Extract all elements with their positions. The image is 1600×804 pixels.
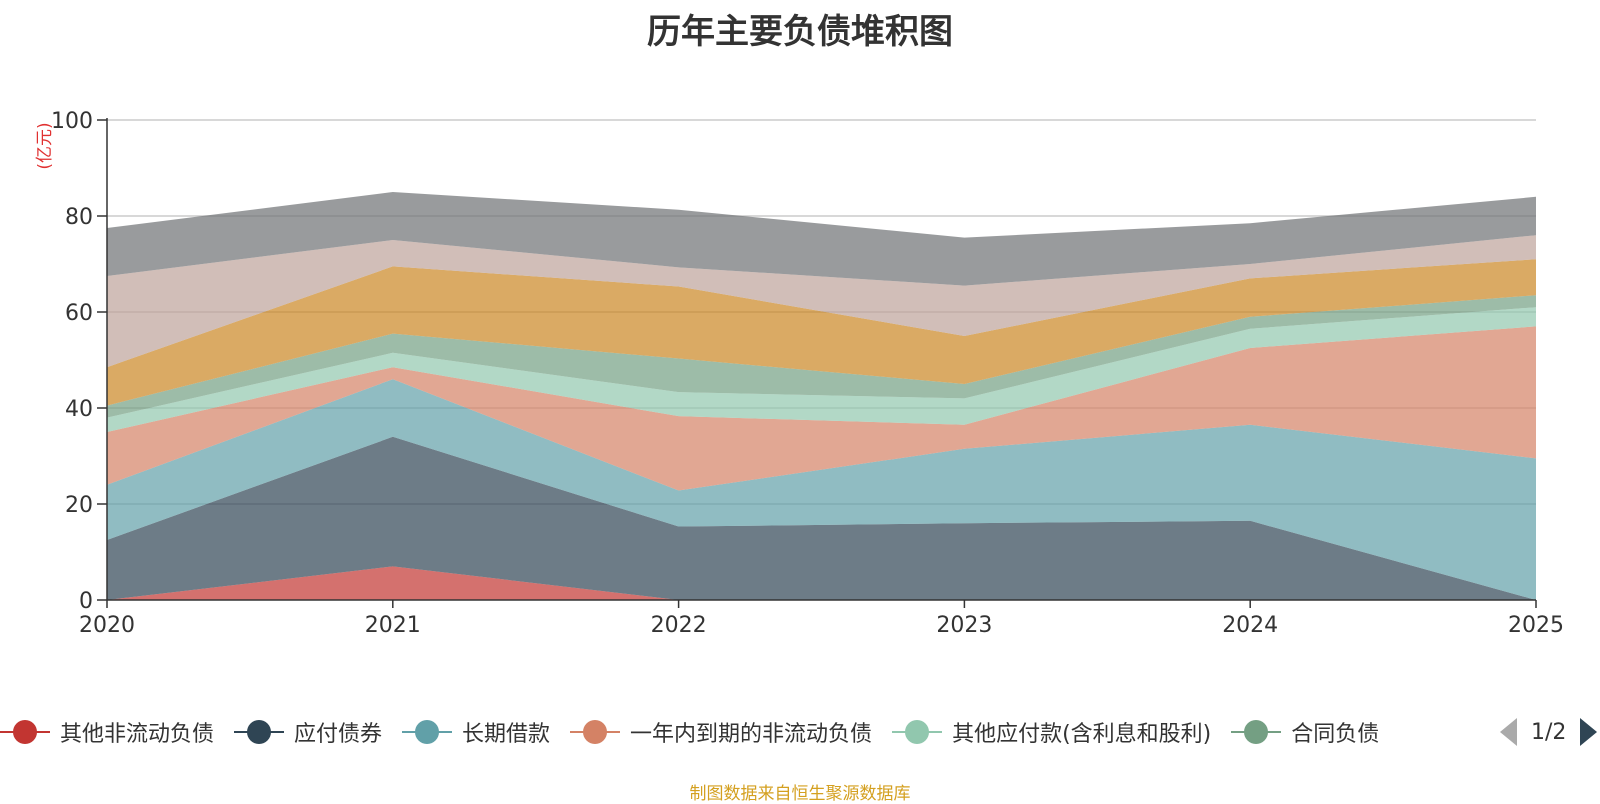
y-tick-label: 40 xyxy=(65,397,93,422)
x-tick-label: 2020 xyxy=(79,613,135,638)
legend-next-page-icon[interactable] xyxy=(1580,718,1598,746)
x-tick-label: 2025 xyxy=(1508,613,1564,638)
area-series-3[interactable] xyxy=(107,379,1536,600)
legend-pager: 1/2 xyxy=(1500,718,1598,746)
legend-marker-icon xyxy=(1231,719,1282,745)
legend: 其他非流动负债 应付债券 长期借款 一年内到期的非流动负债 其他应付款(含利息和… xyxy=(0,714,1399,750)
y-tick-label: 0 xyxy=(79,589,93,614)
legend-item[interactable]: 应付债券 xyxy=(234,716,382,748)
x-tick-label: 2022 xyxy=(651,613,707,638)
legend-item[interactable]: 其他应付款(含利息和股利) xyxy=(892,716,1211,748)
legend-prev-page-icon[interactable] xyxy=(1500,718,1517,746)
x-tick-label: 2023 xyxy=(936,613,992,638)
area-series-9[interactable] xyxy=(107,192,1536,286)
y-tick-label: 100 xyxy=(51,109,93,134)
legend-label: 一年内到期的非流动负债 xyxy=(630,722,873,747)
legend-page-indicator: 1/2 xyxy=(1531,719,1567,745)
area-series-6[interactable] xyxy=(107,295,1536,418)
legend-marker-icon xyxy=(0,719,50,745)
legend-item[interactable]: 一年内到期的非流动负债 xyxy=(570,716,872,748)
legend-label: 合同负债 xyxy=(1291,722,1380,747)
legend-item[interactable]: 长期借款 xyxy=(402,716,550,748)
y-tick-label: 20 xyxy=(65,493,93,518)
area-series-5[interactable] xyxy=(107,307,1536,432)
legend-item[interactable]: 合同负债 xyxy=(1231,716,1379,748)
area-series-2[interactable] xyxy=(107,436,1536,600)
legend-marker-icon xyxy=(402,719,453,745)
x-tick-label: 2021 xyxy=(365,613,421,638)
x-tick-label: 2024 xyxy=(1222,613,1278,638)
legend-label: 应付债券 xyxy=(294,722,383,747)
legend-label: 其他非流动负债 xyxy=(60,722,215,747)
area-series-4[interactable] xyxy=(107,326,1536,491)
data-source-note: 制图数据来自恒生聚源数据库 xyxy=(689,784,911,804)
chart-title: 历年主要负债堆积图 xyxy=(647,12,953,52)
y-axis-unit-label: (亿元) xyxy=(35,122,55,169)
area-series-1[interactable] xyxy=(107,566,1536,600)
legend-marker-icon xyxy=(892,719,943,745)
legend-marker-icon xyxy=(570,719,621,745)
axis-layer: 0 20 40 60 80 100 2020 2021 2022 2023 2024 2025 xyxy=(51,109,1564,638)
legend-label: 其他应付款(含利息和股利) xyxy=(952,722,1212,747)
y-tick-label: 60 xyxy=(65,301,93,326)
legend-item[interactable]: 其他非流动负债 xyxy=(0,716,214,748)
y-tick-label: 80 xyxy=(65,205,93,230)
legend-label: 长期借款 xyxy=(462,722,551,747)
area-series-7[interactable] xyxy=(107,259,1536,406)
stacked-area-chart: 0 20 40 60 80 100 2020 2021 2022 2023 2024 2025 (亿元… xyxy=(35,109,1564,638)
area-layer xyxy=(107,192,1536,600)
legend-marker-icon xyxy=(234,719,285,745)
area-series-8[interactable] xyxy=(107,235,1536,368)
